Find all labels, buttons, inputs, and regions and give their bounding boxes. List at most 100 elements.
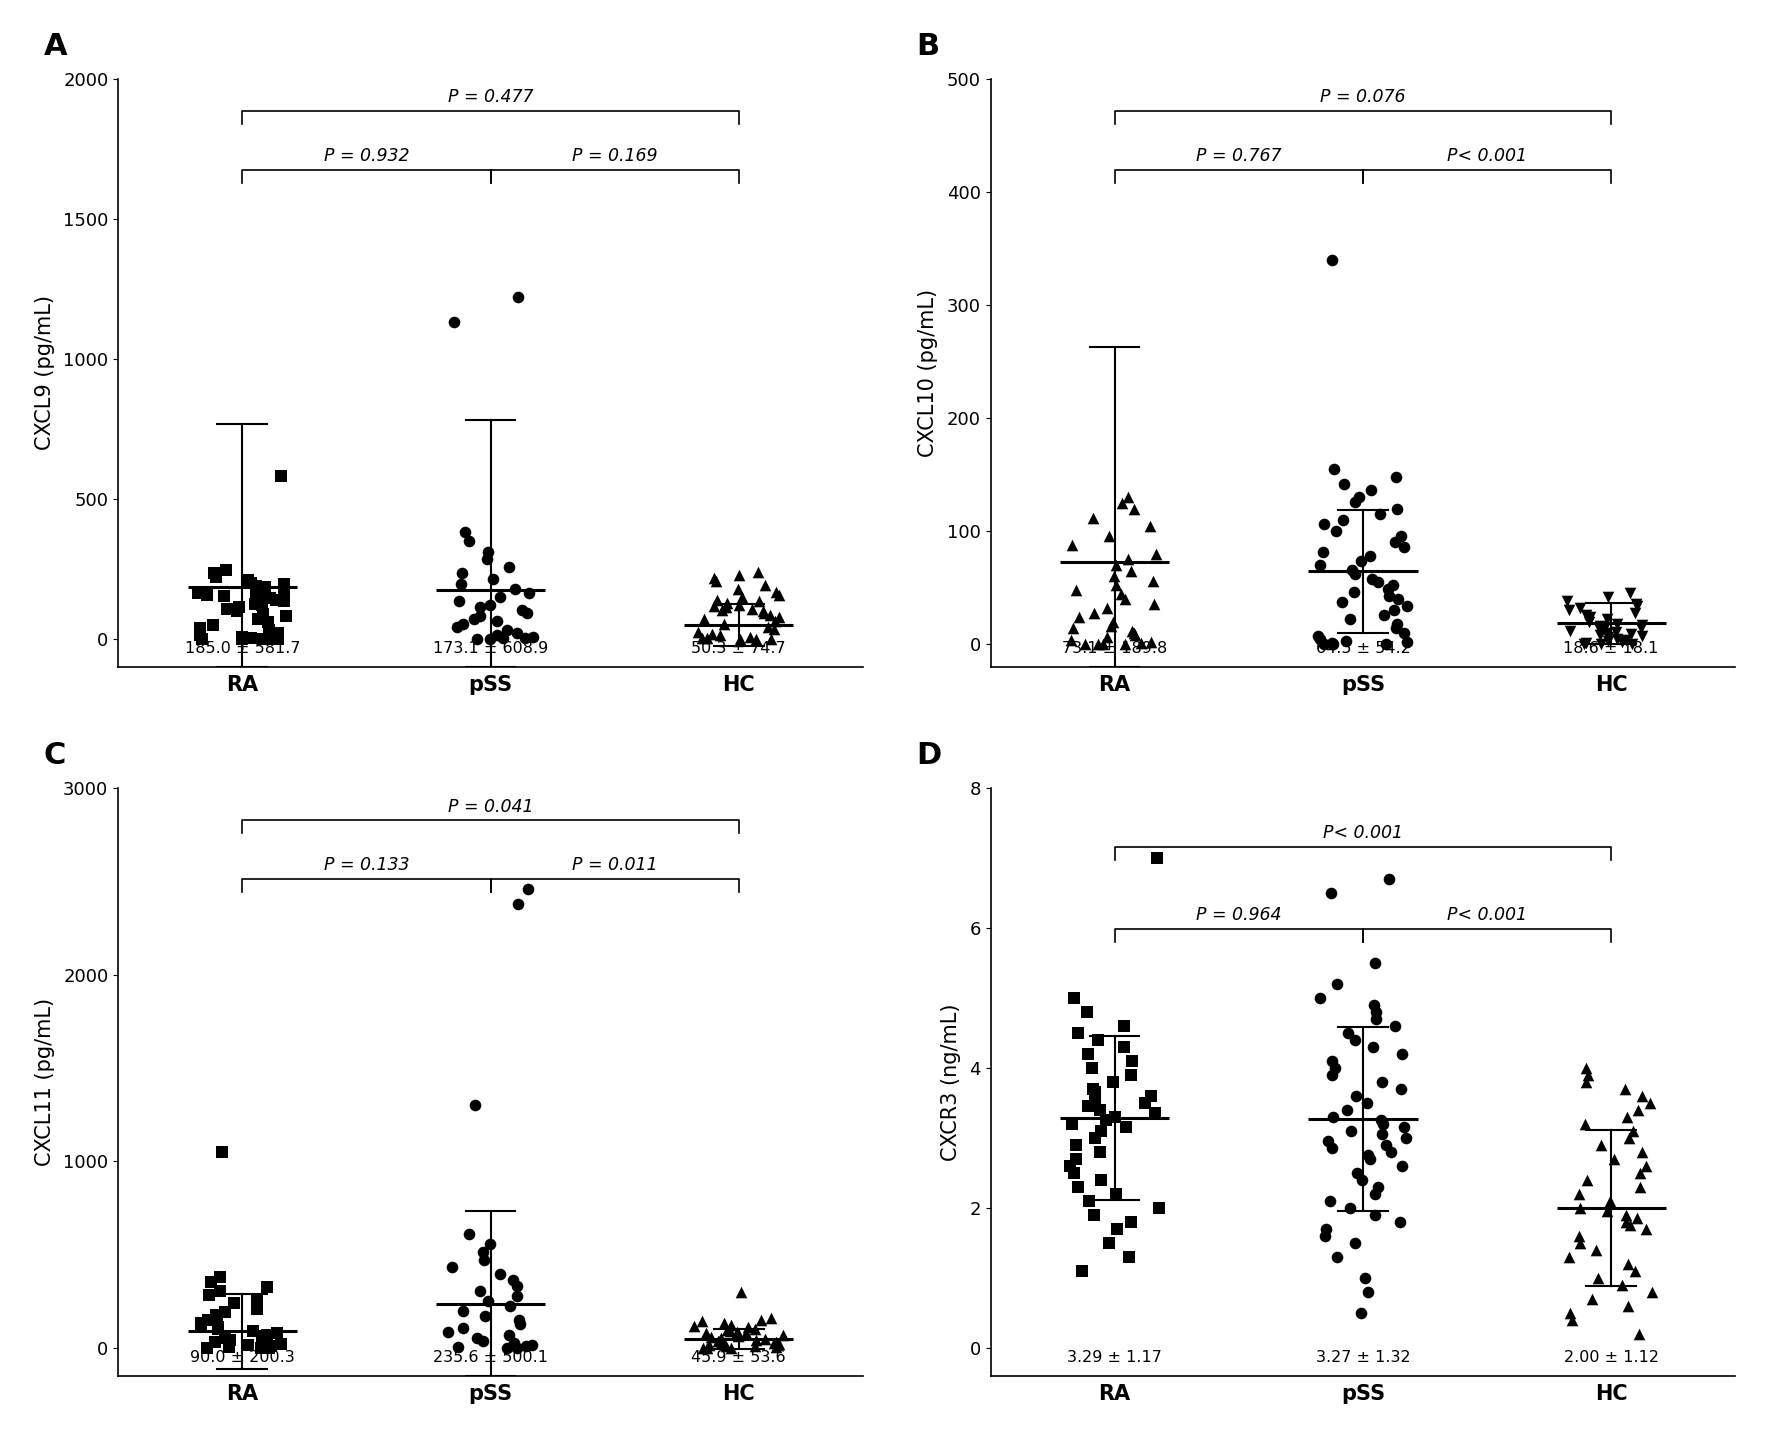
Point	[225, 596, 253, 619]
Point	[1328, 591, 1356, 614]
Point	[1342, 491, 1370, 514]
Point	[1080, 1078, 1108, 1101]
Point	[1593, 629, 1621, 652]
Point	[1138, 570, 1166, 593]
Point	[759, 617, 788, 640]
Point	[1572, 603, 1600, 626]
Point	[444, 1335, 473, 1358]
Point	[710, 613, 738, 636]
Point	[731, 1321, 759, 1344]
Point	[223, 600, 251, 623]
Point	[1595, 626, 1623, 649]
Point	[1317, 1049, 1345, 1072]
Point	[1354, 1144, 1382, 1167]
Point	[186, 623, 214, 646]
Point	[1078, 1056, 1106, 1079]
Point	[1611, 1210, 1639, 1233]
Point	[474, 1289, 503, 1312]
Point	[1112, 587, 1140, 610]
Point	[195, 1284, 223, 1307]
Point	[1097, 614, 1126, 637]
Point	[738, 597, 766, 620]
Point	[1628, 1141, 1657, 1164]
Point	[503, 622, 531, 645]
Point	[1110, 1014, 1138, 1038]
Point	[1310, 512, 1338, 535]
Point	[1145, 1196, 1174, 1219]
Point	[761, 1331, 789, 1354]
Point	[1113, 486, 1142, 509]
Point	[1384, 587, 1412, 610]
Point	[1618, 1120, 1646, 1143]
Point	[687, 626, 715, 649]
Point	[1368, 1122, 1397, 1145]
Point	[241, 593, 269, 616]
Point	[1361, 1203, 1389, 1226]
Point	[512, 627, 540, 650]
Point	[186, 616, 214, 639]
Point	[1389, 1115, 1418, 1138]
Point	[1080, 1088, 1108, 1111]
Point	[1342, 1232, 1370, 1255]
Point	[1354, 1281, 1382, 1304]
Point	[1351, 1266, 1379, 1289]
Text: 50.3 ± 74.7: 50.3 ± 74.7	[692, 642, 786, 656]
Point	[1115, 1245, 1143, 1268]
Point	[1361, 1007, 1389, 1030]
Text: 173.1 ± 608.9: 173.1 ± 608.9	[434, 642, 549, 656]
Point	[1365, 570, 1393, 593]
Point	[504, 1309, 533, 1333]
Point	[1602, 627, 1630, 650]
Point	[1099, 566, 1127, 589]
Point	[1336, 1196, 1365, 1219]
Point	[1614, 1127, 1643, 1150]
Point	[1388, 1154, 1416, 1177]
Point	[512, 1335, 540, 1358]
Point	[756, 603, 784, 626]
Point	[211, 1301, 239, 1324]
Point	[1616, 1215, 1644, 1238]
Point	[742, 627, 770, 650]
Point	[469, 1248, 497, 1271]
Point	[489, 626, 517, 649]
Point	[1366, 502, 1395, 525]
Point	[742, 1317, 770, 1340]
Point	[1319, 1105, 1347, 1128]
Point	[234, 1334, 262, 1357]
Point	[269, 590, 297, 613]
Point	[747, 1308, 775, 1331]
Text: P = 0.169: P = 0.169	[572, 147, 657, 165]
Point	[696, 1334, 724, 1357]
Point	[1565, 1183, 1593, 1206]
Point	[1618, 633, 1646, 656]
Point	[1586, 633, 1614, 656]
Point	[1356, 544, 1384, 567]
Point	[1586, 617, 1614, 640]
Point	[214, 1335, 242, 1358]
Point	[262, 589, 290, 612]
Point	[1616, 581, 1644, 604]
Point	[204, 1317, 232, 1340]
Point	[1625, 1322, 1653, 1345]
Point	[1586, 1134, 1614, 1157]
Point	[1117, 560, 1145, 583]
Text: P = 0.076: P = 0.076	[1320, 88, 1405, 106]
Point	[237, 571, 266, 594]
Point	[742, 1335, 770, 1358]
Point	[1612, 1203, 1641, 1226]
Point	[501, 1331, 529, 1354]
Point	[269, 580, 297, 603]
Point	[1313, 1130, 1342, 1153]
Y-axis label: CXCR3 (ng/mL): CXCR3 (ng/mL)	[942, 1003, 961, 1161]
Point	[1308, 540, 1336, 563]
Point	[1142, 543, 1170, 566]
Text: P = 0.964: P = 0.964	[1197, 907, 1281, 924]
Point	[198, 613, 227, 636]
Point	[248, 591, 276, 614]
Point	[1092, 626, 1120, 649]
Point	[1103, 1183, 1131, 1206]
Point	[1361, 1183, 1389, 1206]
Point	[758, 1307, 786, 1330]
Point	[257, 1335, 285, 1358]
Point	[683, 620, 712, 643]
